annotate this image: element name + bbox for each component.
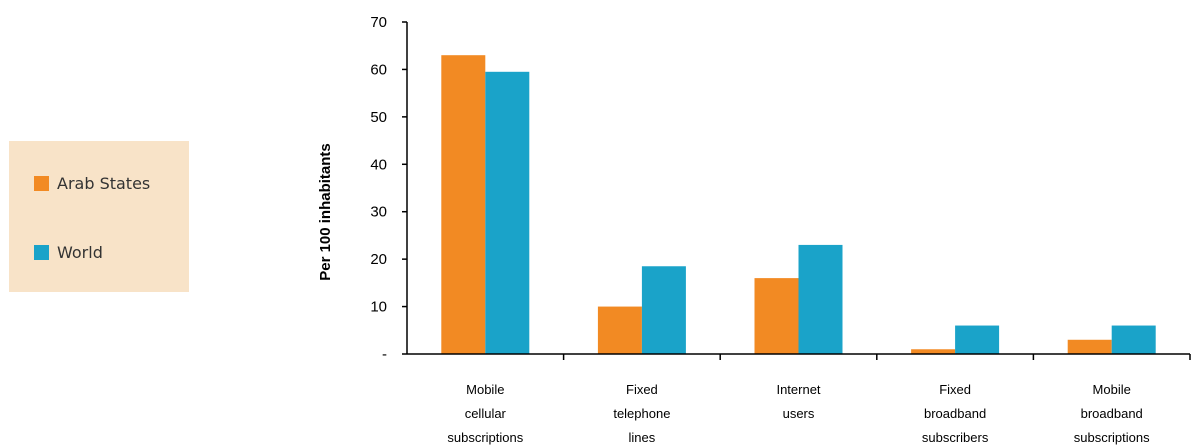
- y-tick-label: 20: [370, 251, 387, 268]
- y-tick-label: 10: [370, 299, 387, 316]
- bar-arab-states: [911, 349, 956, 354]
- y-axis-label: Per 100 inhabitants: [317, 143, 334, 281]
- bar-world: [955, 325, 1000, 354]
- y-tick-label: 50: [370, 109, 387, 126]
- legend-swatch-world: [34, 245, 49, 260]
- x-tick-label: Internet users: [776, 382, 820, 421]
- x-tick-label: Mobile broadband subscriptions: [1074, 382, 1150, 445]
- x-tick-label: Fixed broadband subscribers: [922, 382, 989, 445]
- legend-item-arab-states: Arab States: [34, 174, 150, 193]
- legend-item-world: World: [34, 243, 103, 262]
- legend-swatch-arab-states: [34, 176, 49, 191]
- bar-arab-states: [754, 278, 799, 354]
- y-tick-label: 70: [370, 14, 387, 31]
- bar-world: [1111, 325, 1156, 354]
- bar-world: [485, 71, 530, 355]
- y-tick-label: 40: [370, 156, 387, 173]
- legend-label-world: World: [57, 243, 103, 262]
- y-tick-label: -: [382, 346, 387, 363]
- bar-arab-states: [1067, 339, 1112, 354]
- bar-arab-states: [597, 306, 642, 354]
- y-tick-label: 30: [370, 204, 387, 221]
- legend: Arab States World: [9, 141, 189, 292]
- bar-world: [641, 266, 686, 354]
- y-tick-label: 60: [370, 61, 387, 78]
- legend-label-arab-states: Arab States: [57, 174, 151, 193]
- x-tick-label: Fixed telephone lines: [613, 382, 670, 445]
- bar-world: [798, 244, 843, 354]
- bar-arab-states: [441, 55, 486, 354]
- x-tick-label: Mobile cellular subscriptions: [447, 382, 523, 445]
